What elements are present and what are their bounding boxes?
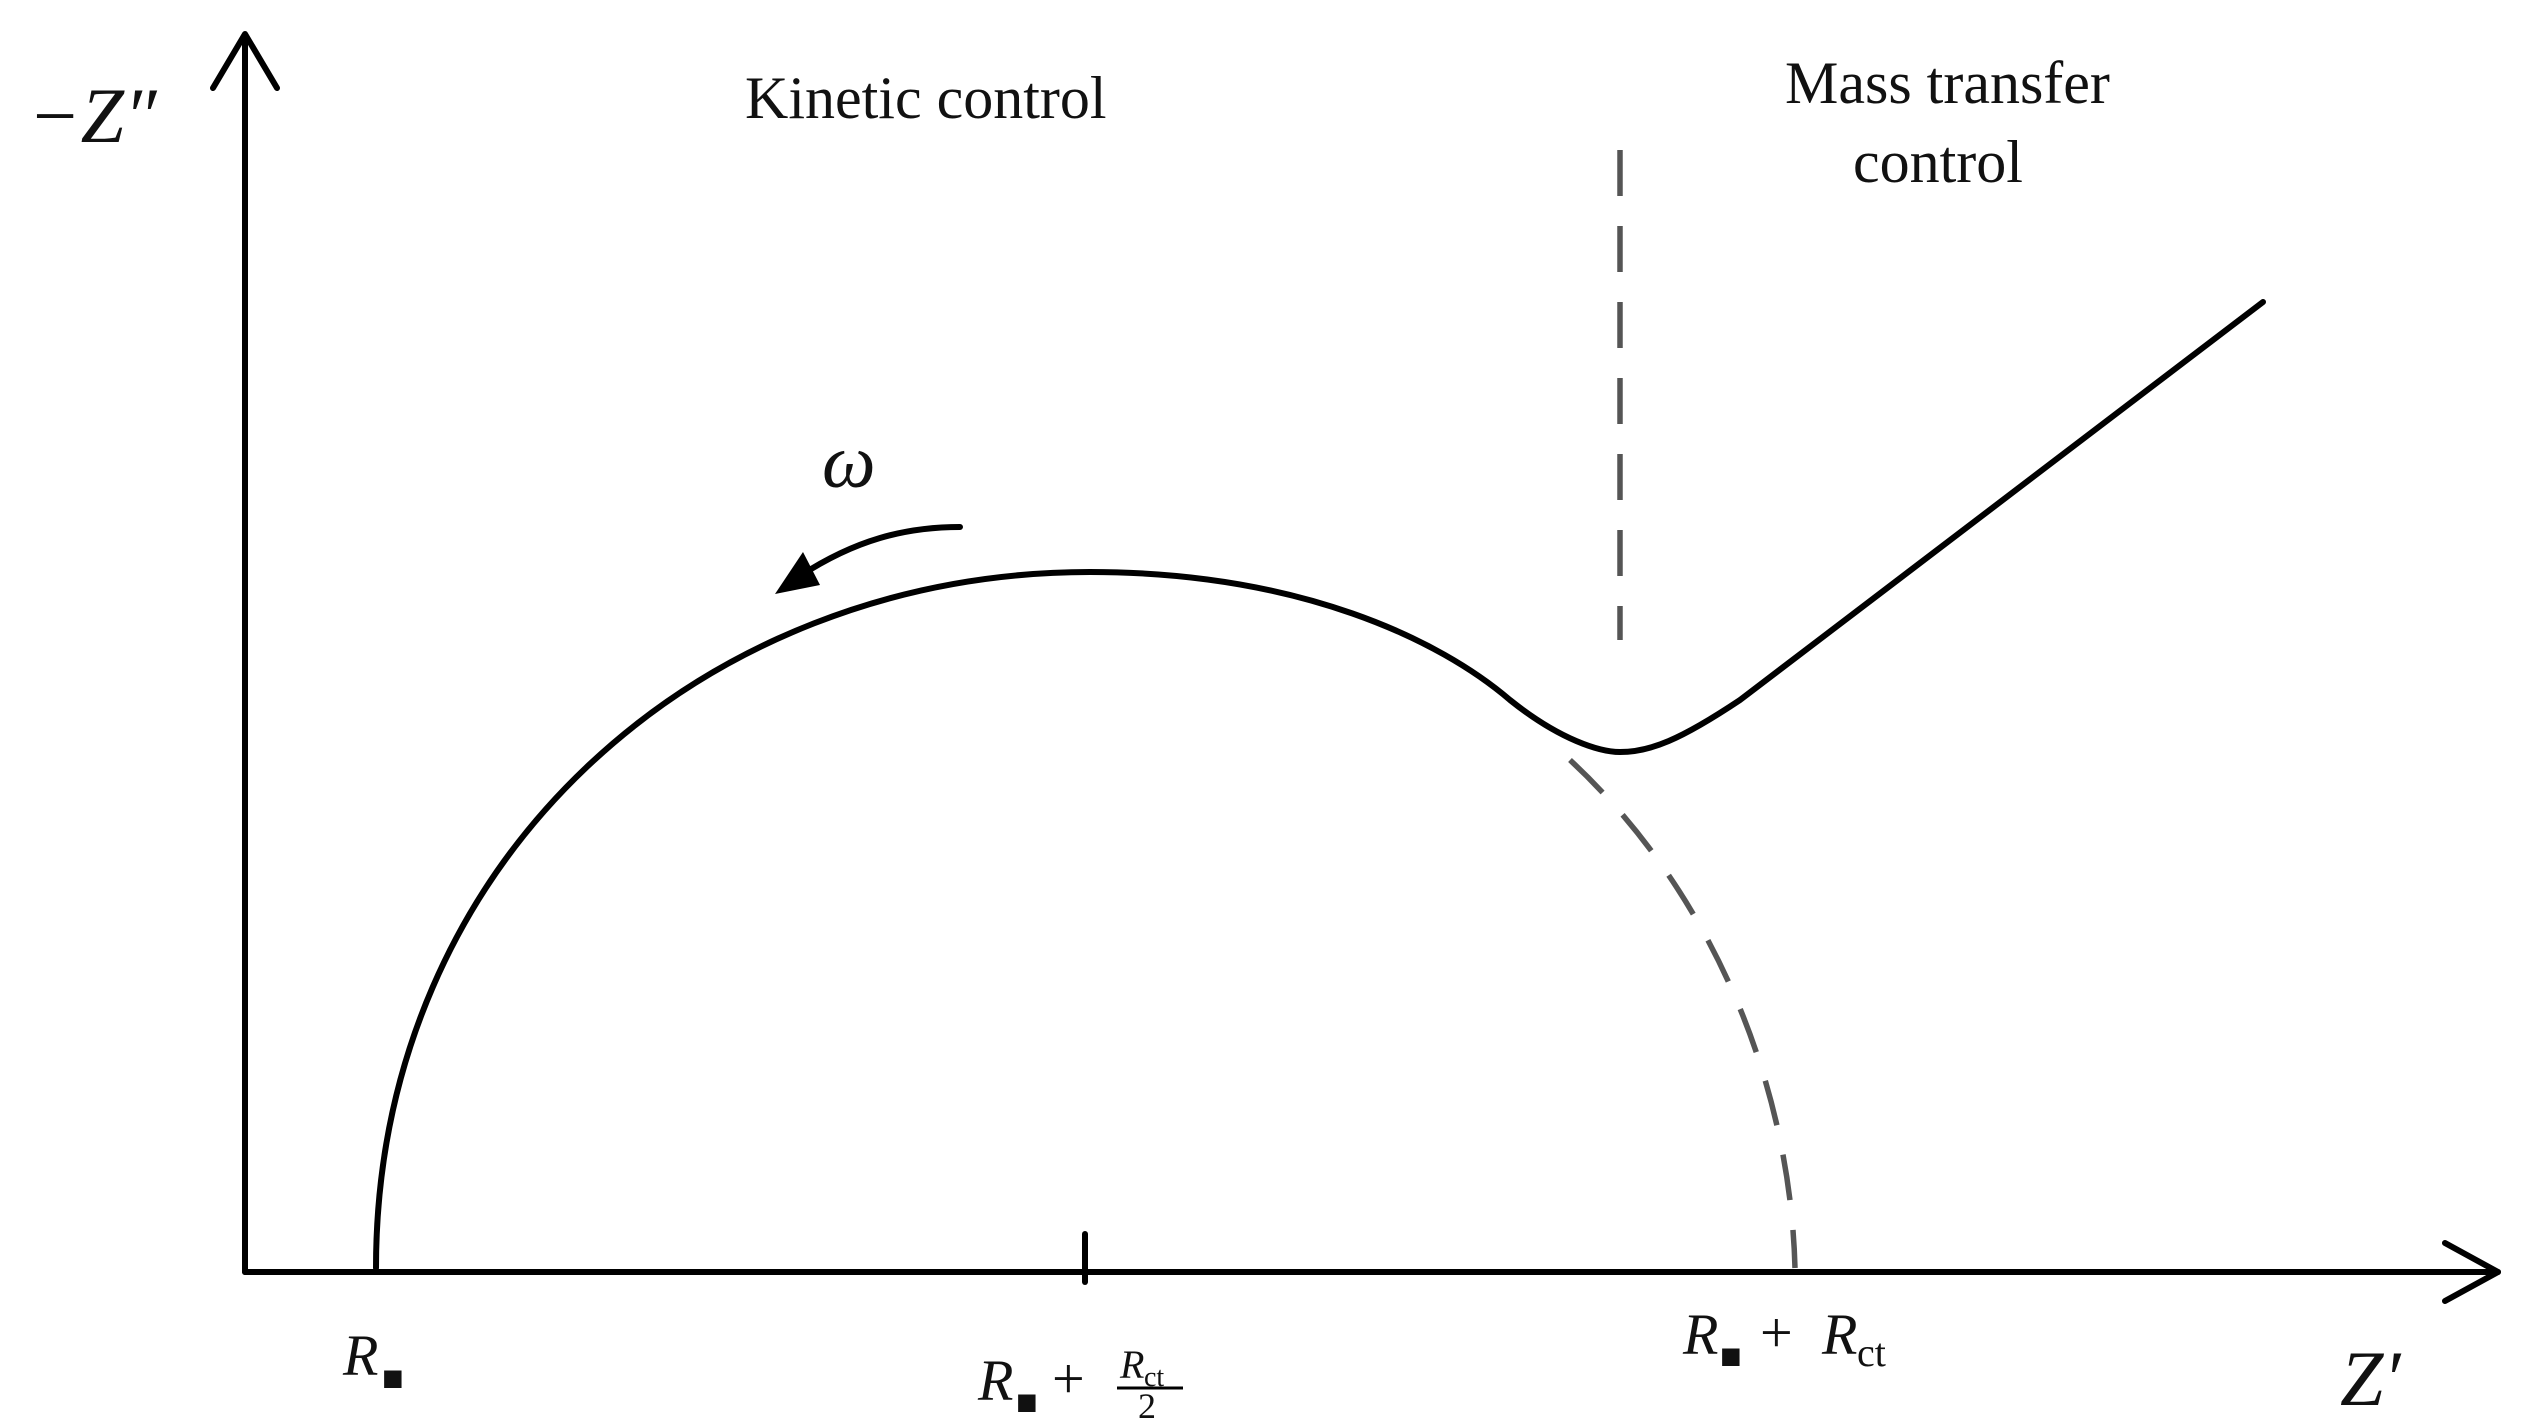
semicircle-extrapolation-dashed <box>1568 757 1798 1269</box>
r-subscript-right: ■ <box>1720 1336 1742 1376</box>
rct-symbol-right: R <box>1821 1302 1857 1367</box>
impedance-curve <box>373 299 2266 1271</box>
r-symbol-mid: R <box>977 1348 1013 1413</box>
rct-symbol-fraction: R <box>1119 1342 1144 1387</box>
r-subscript-mid: ■ <box>1016 1382 1038 1419</box>
plus-sign-mid: + <box>1052 1346 1085 1411</box>
tick-label-r-plus-rct: R ■ + R ct <box>1682 1300 1886 1376</box>
tick-label-r-plus-half-rct: R ■ + R ct 2 <box>977 1342 1183 1419</box>
kinetic-control-label: Kinetic control <box>745 65 1107 131</box>
frequency-direction-arrow <box>775 524 963 594</box>
r-subscript: ■ <box>382 1358 404 1398</box>
x-axis-arrowhead <box>2442 1240 2501 1304</box>
r-symbol-right: R <box>1682 1302 1718 1367</box>
tick-label-r: R ■ <box>342 1323 404 1398</box>
y-axis-label: −Z″ <box>28 72 158 159</box>
fraction-denominator: 2 <box>1138 1386 1156 1419</box>
rct-subscript-right: ct <box>1857 1330 1886 1375</box>
omega-symbol: ω <box>822 420 876 504</box>
y-axis-arrowhead <box>210 31 280 91</box>
x-axis-label: Z′ <box>2340 1335 2402 1419</box>
mass-transfer-label-line1: Mass transfer <box>1785 50 2110 116</box>
plus-sign-right: + <box>1760 1300 1793 1365</box>
frequency-arrowhead <box>775 552 820 594</box>
mass-transfer-label-line2: control <box>1853 129 2023 195</box>
axes <box>210 31 2501 1304</box>
rct-subscript-fraction: ct <box>1144 1362 1164 1393</box>
r-symbol: R <box>342 1323 378 1388</box>
frequency-arrow-shaft <box>797 524 963 579</box>
